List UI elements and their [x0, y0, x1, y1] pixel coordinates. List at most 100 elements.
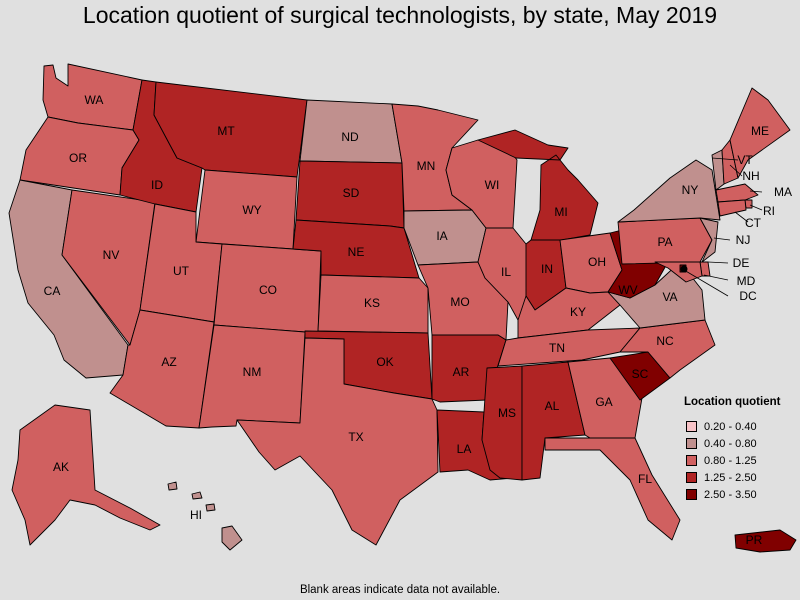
dc-marker: [680, 265, 688, 273]
state-mi[interactable]: [477, 129, 599, 241]
legend-items: 0.20 - 0.40 0.40 - 0.80 0.80 - 1.25 1.25 - …: [684, 418, 800, 503]
state-label-il: IL: [501, 265, 511, 279]
legend-label: 0.20 - 0.40: [704, 420, 757, 433]
state-hi[interactable]: [167, 481, 243, 551]
state-pr[interactable]: [734, 529, 797, 553]
state-label-va: VA: [662, 290, 677, 304]
footnote: Blank areas indicate data not available.: [299, 584, 501, 596]
state-wi[interactable]: [445, 139, 518, 229]
callout-line-nh: [729, 164, 743, 177]
state-label-al: AL: [545, 399, 560, 413]
state-me[interactable]: [729, 87, 791, 179]
legend-swatch: [686, 489, 697, 500]
legend-label: 0.80 - 1.25: [704, 454, 757, 467]
state-label-ut: UT: [173, 264, 190, 278]
state-label-ia: IA: [436, 229, 447, 243]
state-label-or: OR: [69, 151, 87, 165]
state-label-mn: MN: [417, 159, 436, 173]
state-label-mi: MI: [554, 205, 567, 219]
state-label-id: ID: [151, 178, 163, 192]
state-label-co: CO: [259, 283, 277, 297]
states-layer: [8, 63, 797, 553]
state-nj[interactable]: [699, 217, 719, 263]
callout-line-ma: [749, 190, 763, 193]
state-tx[interactable]: [236, 337, 439, 546]
state-label-ok: OK: [376, 355, 393, 369]
legend-item: 2.50 - 3.50: [684, 486, 800, 503]
map-title: Location quotient of surgical technologi…: [82, 2, 718, 28]
callouts-layer: [680, 157, 763, 297]
legend-title: Location quotient: [684, 396, 781, 408]
legend-item: 0.40 - 0.80: [684, 435, 800, 452]
state-label-ri: RI: [763, 204, 775, 218]
labels-layer: WA OR CA NV ID MT WY UT AZ CO NM ND SD NE KS OK TX MN IA MO…: [44, 93, 792, 547]
state-ma[interactable]: [715, 183, 759, 203]
callout-line-ct: [734, 211, 749, 223]
state-ct[interactable]: [717, 199, 747, 217]
state-label-ma: MA: [774, 185, 792, 199]
state-fl[interactable]: [544, 437, 681, 541]
callout-line-de: [707, 261, 729, 264]
state-label-ny: NY: [682, 183, 699, 197]
legend-swatch: [686, 472, 697, 483]
legend-label: 2.50 - 3.50: [704, 488, 757, 501]
state-label-nj: NJ: [736, 233, 751, 247]
state-label-ar: AR: [453, 365, 470, 379]
state-label-vt: VT: [737, 153, 753, 167]
state-label-mo: MO: [450, 295, 469, 309]
state-label-az: AZ: [161, 355, 176, 369]
state-label-nc: NC: [656, 334, 674, 348]
legend-item: 0.80 - 1.25: [684, 452, 800, 469]
state-label-nm: NM: [243, 365, 262, 379]
state-ks[interactable]: [317, 274, 429, 334]
state-label-ne: NE: [348, 245, 365, 259]
state-md[interactable]: [654, 261, 703, 283]
state-label-fl: FL: [638, 472, 652, 486]
state-label-nv: NV: [103, 248, 120, 262]
legend-item: 0.20 - 0.40: [684, 418, 800, 435]
state-label-oh: OH: [588, 255, 606, 269]
state-label-in: IN: [541, 262, 553, 276]
state-ms[interactable]: [481, 365, 523, 481]
state-label-wi: WI: [485, 178, 500, 192]
state-label-ct: CT: [745, 216, 762, 230]
legend-label: 0.40 - 0.80: [704, 437, 757, 450]
state-label-tn: TN: [549, 341, 565, 355]
state-label-ca: CA: [44, 284, 61, 298]
state-label-sd: SD: [343, 186, 360, 200]
callout-line-ri: [749, 204, 763, 211]
state-label-wa: WA: [85, 93, 104, 107]
state-label-ks: KS: [364, 296, 380, 310]
state-label-de: DE: [733, 256, 750, 270]
legend-swatch: [686, 438, 697, 449]
state-label-wv: WV: [618, 283, 637, 297]
state-label-nh: NH: [742, 169, 759, 183]
legend: Location quotient 0.20 - 0.40 0.40 - 0.80…: [684, 396, 800, 503]
callout-line-nj: [713, 237, 731, 241]
legend-item: 1.25 - 2.50: [684, 469, 800, 486]
legend-swatch: [686, 455, 697, 466]
state-label-ms: MS: [498, 406, 516, 420]
callout-line-dc: [683, 269, 729, 297]
state-label-hi: HI: [190, 508, 202, 522]
state-ny[interactable]: [617, 159, 721, 223]
state-label-sc: SC: [632, 367, 649, 381]
state-label-dc: DC: [739, 289, 757, 303]
state-ak[interactable]: [11, 404, 161, 546]
state-label-me: ME: [751, 124, 769, 138]
state-label-tx: TX: [348, 430, 363, 444]
callout-line-vt: [711, 157, 739, 161]
legend-swatch: [686, 421, 697, 432]
callout-line-md: [703, 274, 729, 281]
legend-label: 1.25 - 2.50: [704, 471, 757, 484]
state-label-ak: AK: [53, 460, 69, 474]
state-label-la: LA: [457, 442, 472, 456]
state-label-pr: PR: [746, 533, 763, 547]
state-label-nd: ND: [341, 130, 359, 144]
state-label-ky: KY: [570, 305, 586, 319]
state-label-ga: GA: [595, 395, 612, 409]
state-label-md: MD: [737, 274, 756, 288]
state-label-mt: MT: [217, 124, 235, 138]
state-label-pa: PA: [657, 235, 672, 249]
